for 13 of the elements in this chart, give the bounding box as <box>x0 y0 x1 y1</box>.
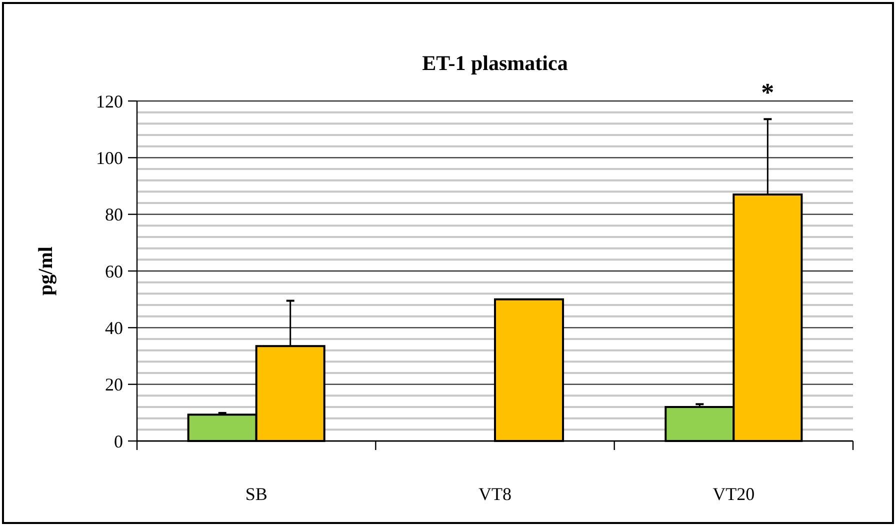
x-tick-label: SB <box>245 484 268 504</box>
y-tick-label: 120 <box>96 91 123 112</box>
y-axis-title: pg/ml <box>35 246 57 296</box>
chart-title: ET-1 plasmatica <box>422 51 568 75</box>
x-tick-label: VT8 <box>478 484 512 504</box>
y-tick-label: 80 <box>105 204 123 225</box>
y-tick-label: 40 <box>105 318 123 338</box>
y-tick-label: 100 <box>96 148 123 168</box>
y-tick-label: 60 <box>105 261 123 282</box>
y-tick-label: 20 <box>105 374 123 395</box>
x-tick-label: VT20 <box>712 484 755 504</box>
annotation: * <box>761 78 774 107</box>
y-tick-label: 0 <box>114 431 123 452</box>
